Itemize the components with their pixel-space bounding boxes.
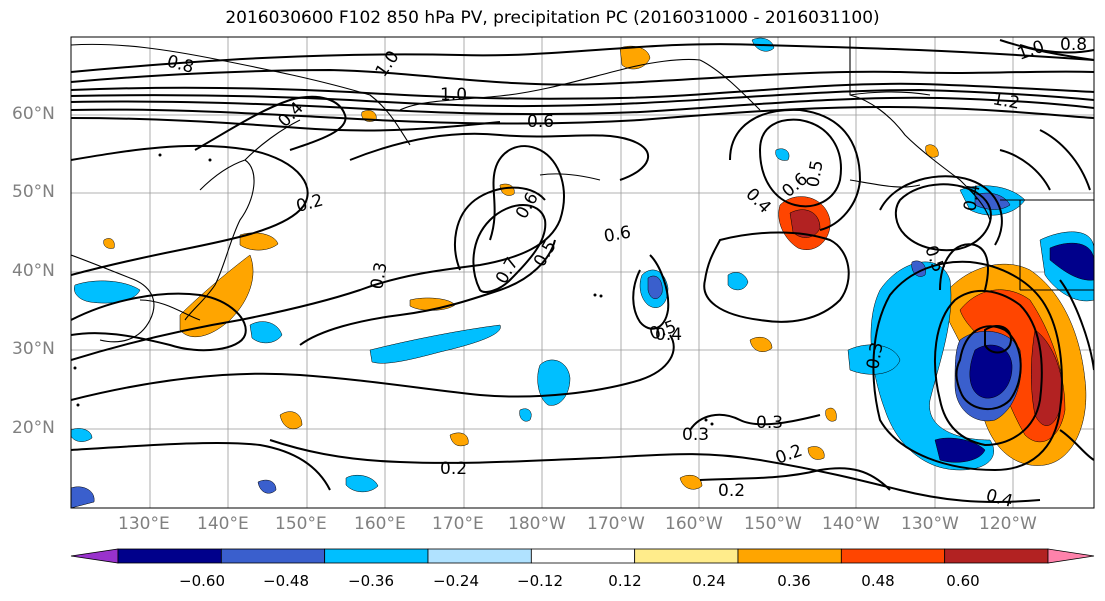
contour-label: 0.4 bbox=[655, 325, 682, 345]
colorbar-swatch bbox=[220, 548, 326, 564]
lon-label-120w: 120°W bbox=[979, 514, 1037, 534]
contour-label: 0.3 bbox=[367, 261, 391, 291]
colorbar-tick-label: −0.60 bbox=[179, 572, 225, 590]
lat-label-30n: 30°N bbox=[12, 339, 55, 359]
lon-label-170e: 170°E bbox=[432, 514, 484, 534]
lon-label-130e: 130°E bbox=[118, 514, 170, 534]
colorbar-extend-min bbox=[70, 548, 119, 564]
colorbar-tick-label: 0.24 bbox=[692, 572, 726, 590]
colorbar-swatch bbox=[530, 548, 636, 564]
lat-label-50n: 50°N bbox=[12, 182, 55, 202]
colorbar bbox=[70, 548, 1095, 564]
contour-label: 0.3 bbox=[682, 425, 709, 445]
lon-label-150w: 150°W bbox=[744, 514, 802, 534]
colorbar-tick-label: 0.12 bbox=[608, 572, 642, 590]
lon-label-170w: 170°W bbox=[587, 514, 645, 534]
lon-label-150e: 150°E bbox=[275, 514, 327, 534]
contour-label: 0.6 bbox=[527, 112, 554, 132]
colorbar-extend-max bbox=[1047, 548, 1095, 564]
colorbar-swatch bbox=[117, 548, 222, 564]
pv-contours bbox=[71, 39, 1094, 503]
colorbar-tick-label: 0.36 bbox=[777, 572, 811, 590]
contour-label: 0.3 bbox=[863, 341, 887, 371]
colorbar-swatch bbox=[324, 548, 429, 564]
contour-label: 0.5 bbox=[803, 159, 827, 189]
contour-label: 0.8 bbox=[1060, 35, 1087, 55]
colorbar-tick-label: −0.48 bbox=[263, 572, 309, 590]
lon-label-130w: 130°W bbox=[901, 514, 959, 534]
plot-frame bbox=[70, 36, 1095, 509]
lat-label-60n: 60°N bbox=[12, 104, 55, 124]
islands bbox=[73, 153, 714, 426]
lon-label-140e: 140°E bbox=[197, 514, 249, 534]
colorbar-tick-label: 0.60 bbox=[946, 572, 980, 590]
colorbar-swatch bbox=[840, 548, 946, 564]
colorbar-tick-label: 0.48 bbox=[861, 572, 895, 590]
lat-label-40n: 40°N bbox=[12, 261, 55, 281]
contour-label: 0.2 bbox=[718, 481, 745, 501]
lat-label-20n: 20°N bbox=[12, 418, 55, 438]
contour-label: 0.6 bbox=[602, 223, 632, 247]
lon-label-180w: 180°W bbox=[508, 514, 566, 534]
contour-label: 1.2 bbox=[991, 89, 1021, 113]
contour-label: 0.3 bbox=[756, 413, 783, 433]
contour-label: 1.0 bbox=[440, 85, 467, 105]
lon-label-140w: 140°W bbox=[822, 514, 880, 534]
coastlines bbox=[71, 37, 1094, 343]
lon-label-160w: 160°W bbox=[665, 514, 723, 534]
colorbar-swatch bbox=[427, 548, 532, 564]
colorbar-swatch bbox=[634, 548, 739, 564]
contour-label: 0.4 bbox=[960, 183, 984, 213]
colorbar-swatch bbox=[944, 548, 1049, 564]
colorbar-tick-label: −0.36 bbox=[348, 572, 394, 590]
colorbar-tick-label: −0.24 bbox=[433, 572, 479, 590]
contour-label: 0.2 bbox=[440, 459, 467, 479]
lon-label-160e: 160°E bbox=[354, 514, 406, 534]
colorbar-tick-label: −0.12 bbox=[517, 572, 563, 590]
map-title: 2016030600 F102 850 hPa PV, precipitatio… bbox=[225, 8, 880, 28]
colorbar-swatch bbox=[737, 548, 842, 564]
